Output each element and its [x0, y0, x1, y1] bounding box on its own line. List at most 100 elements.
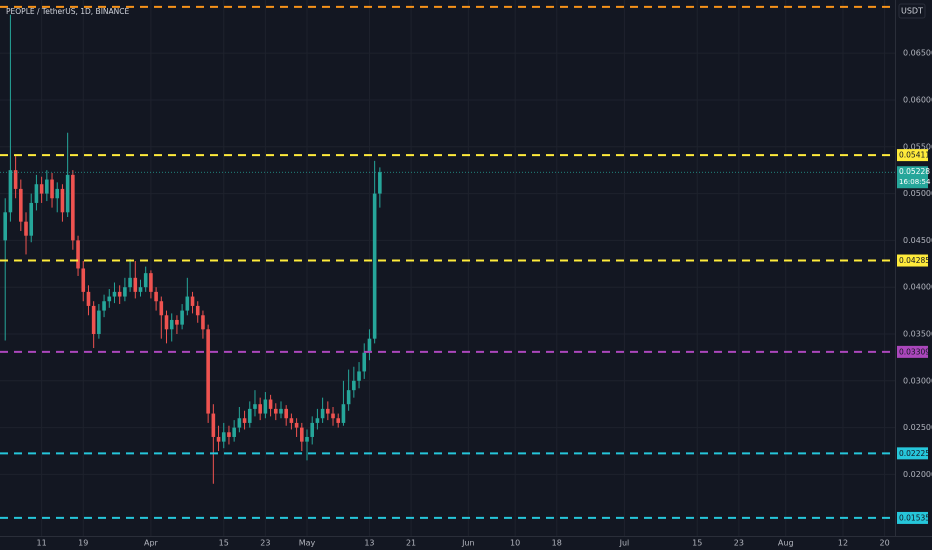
candle-body	[8, 170, 13, 213]
x-tick-label: 20	[879, 539, 889, 548]
last-price-label: 0.05228	[899, 167, 930, 176]
candle-body	[362, 352, 367, 372]
x-tick-label: Jul	[619, 539, 630, 548]
candle-body	[60, 188, 65, 213]
candle-body	[185, 296, 190, 311]
candle-body	[237, 418, 242, 428]
x-tick-label: Jun	[461, 539, 475, 548]
currency: USDT	[901, 7, 923, 16]
candle-body	[65, 174, 70, 213]
x-tick-label: 23	[734, 539, 744, 548]
level-label: 0.01535	[899, 513, 930, 522]
candle-body	[279, 408, 283, 414]
candle-body	[164, 315, 169, 330]
candle-body	[216, 436, 221, 442]
candle-body	[128, 277, 132, 288]
x-tick-label: 10	[510, 539, 520, 548]
level-label: 0.04285	[899, 256, 930, 265]
x-tick-label: May	[299, 539, 316, 548]
candle-body	[357, 371, 361, 381]
x-tick-label: 13	[364, 539, 374, 548]
candle-body	[331, 413, 335, 419]
x-tick-label: 12	[838, 539, 848, 548]
candle-body	[102, 301, 106, 311]
candle-body	[175, 319, 179, 325]
chart-title: PEOPLE / TetherUS, 1D, BINANCE	[6, 7, 129, 16]
candle-body	[169, 319, 174, 330]
candle-body	[138, 287, 143, 292]
candle-body	[352, 380, 356, 391]
candle-body	[195, 305, 200, 316]
x-tick-label: 23	[260, 539, 270, 548]
currency-box	[898, 3, 926, 19]
candle-body	[45, 179, 49, 194]
x-tick-label: 18	[552, 539, 562, 548]
candle-body	[149, 273, 153, 292]
candle-body	[247, 408, 252, 423]
candle-body	[341, 404, 346, 423]
last-price-box	[897, 166, 928, 189]
candle-body	[378, 172, 382, 194]
candle-body	[71, 174, 75, 241]
candle-body	[206, 329, 210, 414]
candle-body	[19, 188, 23, 222]
candle-body	[154, 291, 158, 302]
candle-body	[123, 287, 127, 297]
countdown: 16:08:54	[899, 178, 931, 186]
candle-body	[253, 404, 257, 409]
candle-body	[284, 408, 288, 419]
candle-body	[86, 291, 91, 306]
x-tick-label: Apr	[144, 539, 159, 548]
level-label-box	[897, 345, 928, 358]
candle-body	[55, 188, 60, 199]
candle-body	[326, 408, 330, 414]
candle-body	[24, 221, 28, 236]
x-tick-label: 11	[37, 539, 47, 548]
candle-body	[300, 427, 304, 442]
candle-body	[159, 301, 164, 316]
level-label: 0.03309	[899, 347, 930, 356]
candle-body	[81, 268, 86, 292]
level-label-box	[897, 149, 928, 162]
candle-body	[227, 432, 231, 437]
candle-body	[112, 291, 117, 297]
candle-body	[294, 422, 299, 428]
candle-body	[263, 399, 268, 414]
y-tick-label: 0.02000	[903, 470, 932, 479]
candle-body	[346, 390, 351, 405]
x-tick-label: 21	[406, 539, 416, 548]
candle-body	[221, 432, 226, 442]
candle-body	[3, 212, 8, 241]
candle-body	[211, 413, 216, 437]
candle-body	[91, 305, 96, 334]
x-tick-label: 15	[692, 539, 702, 548]
x-tick-label: 15	[219, 539, 229, 548]
candle-body	[76, 240, 80, 269]
candle-body	[310, 422, 315, 437]
candle-body	[190, 296, 195, 306]
candle-body	[117, 291, 122, 297]
candle-body	[305, 436, 309, 442]
candle-body	[315, 418, 320, 423]
level-label: 0.05411	[899, 151, 930, 160]
level-label-box	[897, 254, 928, 267]
candle-body	[336, 418, 341, 423]
candle-body	[133, 277, 138, 292]
candle-body	[39, 184, 44, 194]
candle-body	[289, 418, 294, 423]
candle-body	[34, 184, 39, 203]
candle-body	[367, 338, 372, 353]
candle-body	[107, 296, 112, 302]
candle-body	[268, 399, 273, 409]
candle-body	[97, 310, 101, 334]
